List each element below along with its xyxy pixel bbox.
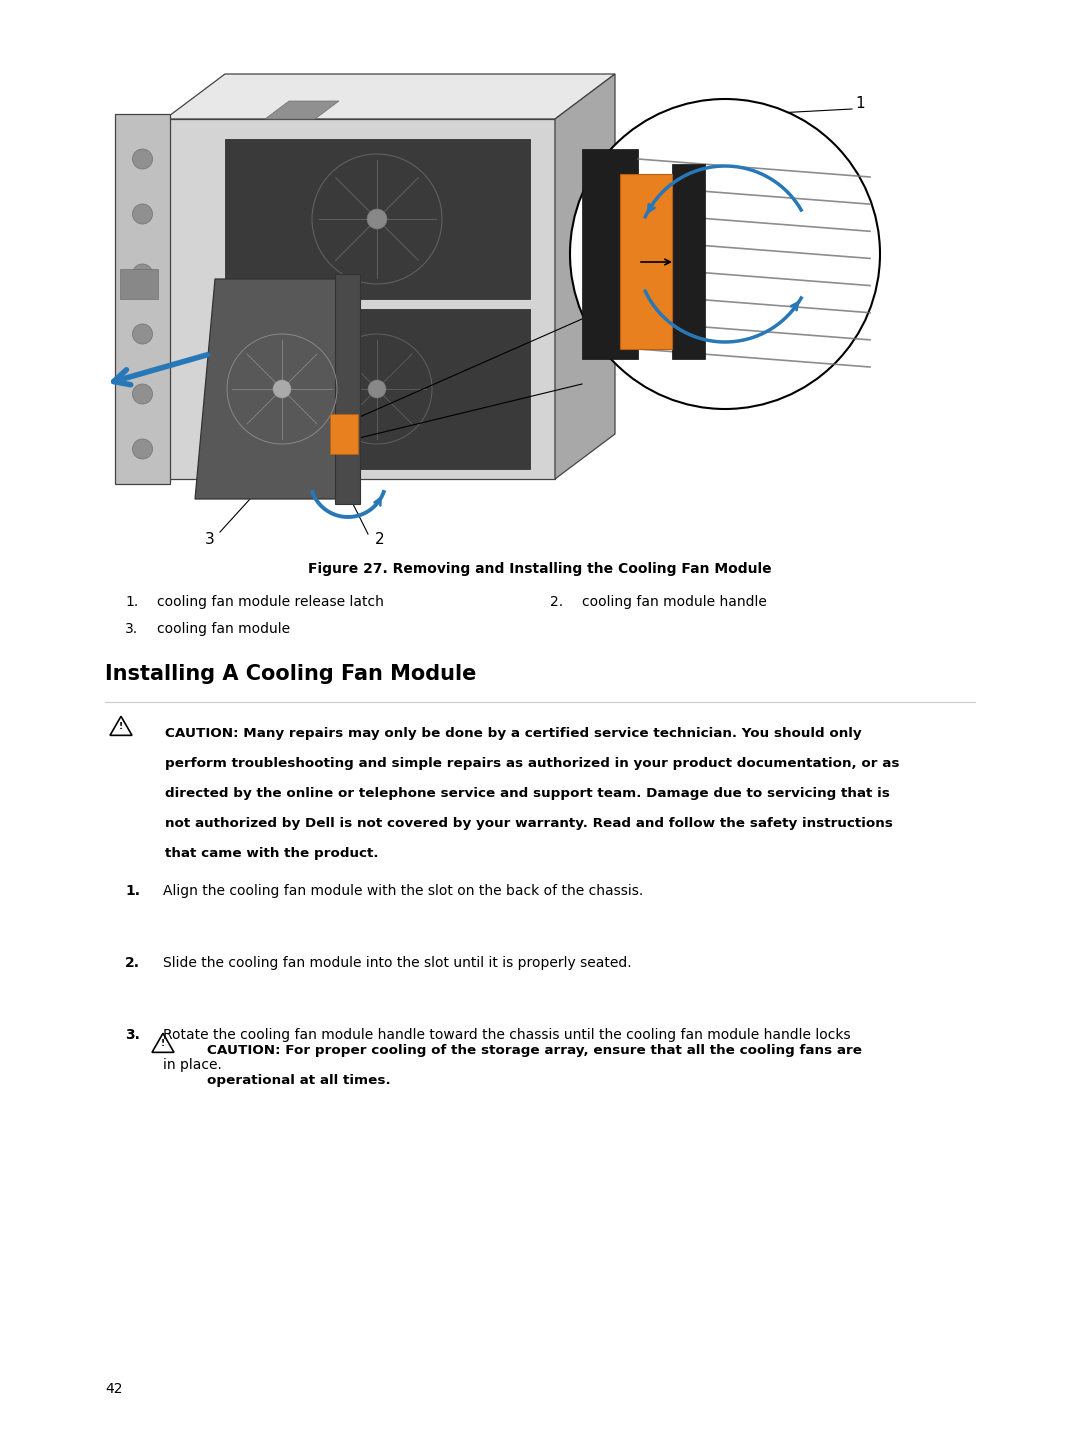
Text: 42: 42 xyxy=(105,1382,122,1397)
Text: Installing A Cooling Fan Module: Installing A Cooling Fan Module xyxy=(105,664,476,684)
Text: !: ! xyxy=(119,723,123,731)
Circle shape xyxy=(368,380,386,399)
Polygon shape xyxy=(265,100,339,119)
Polygon shape xyxy=(114,113,170,485)
Text: 1.: 1. xyxy=(125,595,138,609)
Text: operational at all times.: operational at all times. xyxy=(207,1074,391,1087)
Polygon shape xyxy=(225,308,530,469)
Circle shape xyxy=(133,149,152,169)
Polygon shape xyxy=(165,75,615,119)
Text: !: ! xyxy=(161,1040,165,1048)
Circle shape xyxy=(133,384,152,404)
Polygon shape xyxy=(225,139,530,300)
Circle shape xyxy=(133,324,152,344)
Polygon shape xyxy=(195,280,360,499)
Text: 3: 3 xyxy=(205,532,215,546)
Circle shape xyxy=(367,209,387,229)
Text: Slide the cooling fan module into the slot until it is properly seated.: Slide the cooling fan module into the sl… xyxy=(163,956,632,969)
Text: Figure 27. Removing and Installing the Cooling Fan Module: Figure 27. Removing and Installing the C… xyxy=(308,562,772,576)
Text: Align the cooling fan module with the slot on the back of the chassis.: Align the cooling fan module with the sl… xyxy=(163,883,644,898)
Text: 3.: 3. xyxy=(125,1028,140,1043)
Text: in place.: in place. xyxy=(163,1058,221,1073)
Text: cooling fan module handle: cooling fan module handle xyxy=(582,595,767,609)
Text: cooling fan module: cooling fan module xyxy=(157,622,291,637)
Polygon shape xyxy=(555,75,615,479)
Text: CAUTION: Many repairs may only be done by a certified service technician. You sh: CAUTION: Many repairs may only be done b… xyxy=(165,727,862,740)
Polygon shape xyxy=(120,270,158,300)
Text: directed by the online or telephone service and support team. Damage due to serv: directed by the online or telephone serv… xyxy=(165,787,890,800)
Polygon shape xyxy=(165,119,555,479)
Text: Rotate the cooling fan module handle toward the chassis until the cooling fan mo: Rotate the cooling fan module handle tow… xyxy=(163,1028,851,1043)
Polygon shape xyxy=(582,149,638,358)
Text: that came with the product.: that came with the product. xyxy=(165,847,378,860)
Text: cooling fan module release latch: cooling fan module release latch xyxy=(157,595,383,609)
Text: 2.: 2. xyxy=(550,595,563,609)
Circle shape xyxy=(273,380,291,399)
Polygon shape xyxy=(672,163,705,358)
Text: 2.: 2. xyxy=(125,956,140,969)
Text: 2: 2 xyxy=(375,532,384,546)
Polygon shape xyxy=(330,414,357,455)
Circle shape xyxy=(133,264,152,284)
Text: 1.: 1. xyxy=(125,883,140,898)
Polygon shape xyxy=(620,174,672,348)
Circle shape xyxy=(133,439,152,459)
Text: CAUTION: For proper cooling of the storage array, ensure that all the cooling fa: CAUTION: For proper cooling of the stora… xyxy=(207,1044,862,1057)
Text: not authorized by Dell is not covered by your warranty. Read and follow the safe: not authorized by Dell is not covered by… xyxy=(165,817,893,830)
Text: perform troubleshooting and simple repairs as authorized in your product documen: perform troubleshooting and simple repai… xyxy=(165,757,900,770)
Text: 1: 1 xyxy=(855,96,865,112)
Polygon shape xyxy=(335,274,360,503)
Text: 3.: 3. xyxy=(125,622,138,637)
Circle shape xyxy=(570,99,880,409)
Circle shape xyxy=(133,204,152,224)
